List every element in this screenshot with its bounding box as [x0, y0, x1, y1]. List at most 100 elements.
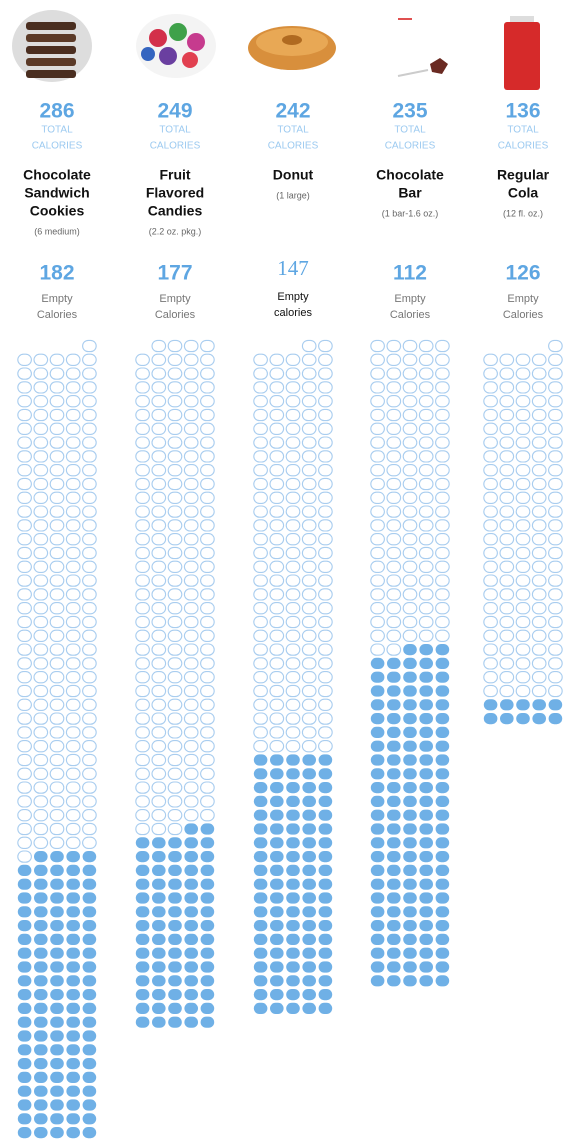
- empty-dot: [436, 603, 450, 614]
- empty-dot: [532, 644, 546, 655]
- empty-dot: [302, 589, 316, 600]
- empty-dot: [403, 396, 417, 407]
- filled-dot: [270, 865, 284, 876]
- filled-dot: [371, 754, 385, 765]
- filled-dot: [184, 1017, 198, 1028]
- empty-dot: [436, 630, 450, 641]
- empty-dot: [201, 547, 215, 558]
- filled-dot: [18, 1099, 32, 1110]
- filled-dot: [34, 961, 48, 972]
- empty-dot: [34, 520, 48, 531]
- filled-dot: [50, 906, 64, 917]
- empty-dot: [387, 368, 401, 379]
- empty-dot: [66, 810, 80, 821]
- empty-dot: [201, 713, 215, 724]
- empty-dot: [403, 382, 417, 393]
- empty-dot: [302, 382, 316, 393]
- filled-dot: [532, 713, 546, 724]
- empty-dot: [302, 506, 316, 517]
- empty-dot: [549, 409, 563, 420]
- empty-dot: [168, 727, 182, 738]
- filled-dot: [66, 948, 80, 959]
- total-label: CALORIES: [498, 141, 549, 152]
- empty-dot: [516, 492, 530, 503]
- filled-dot: [270, 934, 284, 945]
- filled-dot: [286, 879, 300, 890]
- empty-dot: [83, 741, 97, 752]
- empty-label: Empty: [41, 293, 73, 305]
- empty-dot: [549, 465, 563, 476]
- empty-dot: [168, 630, 182, 641]
- empty-dot: [50, 603, 64, 614]
- empty-dot: [286, 561, 300, 572]
- filled-dot: [66, 1072, 80, 1083]
- empty-dot: [371, 340, 385, 351]
- empty-dot: [403, 534, 417, 545]
- filled-dot: [254, 810, 268, 821]
- total-label: TOTAL: [41, 125, 73, 136]
- empty-dot: [50, 409, 64, 420]
- filled-dot: [419, 823, 433, 834]
- filled-dot: [254, 782, 268, 793]
- empty-dot: [83, 520, 97, 531]
- filled-dot: [286, 837, 300, 848]
- empty-dot: [319, 630, 333, 641]
- empty-dot: [34, 768, 48, 779]
- filled-dot: [419, 644, 433, 655]
- empty-dot: [66, 685, 80, 696]
- empty-dot: [270, 575, 284, 586]
- empty-dot: [484, 368, 498, 379]
- empty-dot: [419, 478, 433, 489]
- empty-dot: [286, 396, 300, 407]
- filled-dot: [201, 975, 215, 986]
- filled-dot: [254, 892, 268, 903]
- empty-dot: [18, 382, 32, 393]
- empty-dot: [532, 396, 546, 407]
- empty-dot: [419, 630, 433, 641]
- filled-dot: [436, 782, 450, 793]
- filled-dot: [136, 879, 150, 890]
- empty-dot: [201, 506, 215, 517]
- filled-dot: [419, 851, 433, 862]
- filled-dot: [201, 961, 215, 972]
- empty-dot: [254, 478, 268, 489]
- empty-dot: [152, 534, 166, 545]
- filled-dot: [152, 879, 166, 890]
- filled-dot: [270, 768, 284, 779]
- empty-dot: [484, 547, 498, 558]
- empty-dot: [168, 368, 182, 379]
- empty-dot: [136, 478, 150, 489]
- empty-dot: [34, 451, 48, 462]
- filled-dot: [254, 906, 268, 917]
- filled-dot: [403, 975, 417, 986]
- filled-dot: [403, 879, 417, 890]
- filled-dot: [270, 782, 284, 793]
- filled-dot: [403, 727, 417, 738]
- empty-dot: [319, 616, 333, 627]
- empty-dot: [549, 575, 563, 586]
- empty-dot: [500, 575, 514, 586]
- empty-dot: [83, 506, 97, 517]
- empty-dot: [532, 423, 546, 434]
- empty-dot: [286, 672, 300, 683]
- empty-dot: [500, 644, 514, 655]
- empty-dot: [532, 589, 546, 600]
- filled-dot: [254, 837, 268, 848]
- empty-dot: [152, 478, 166, 489]
- filled-dot: [50, 1017, 64, 1028]
- filled-dot: [403, 892, 417, 903]
- filled-dot: [18, 975, 32, 986]
- empty-dot: [18, 478, 32, 489]
- empty-dot: [66, 437, 80, 448]
- empty-dot: [152, 547, 166, 558]
- filled-dot: [50, 934, 64, 945]
- empty-label: Empty: [507, 293, 539, 305]
- filled-dot: [302, 961, 316, 972]
- empty-dot: [286, 644, 300, 655]
- empty-dot: [18, 409, 32, 420]
- empty-dot: [286, 382, 300, 393]
- empty-dot: [66, 478, 80, 489]
- filled-dot: [436, 810, 450, 821]
- empty-dot: [270, 492, 284, 503]
- empty-dot: [168, 437, 182, 448]
